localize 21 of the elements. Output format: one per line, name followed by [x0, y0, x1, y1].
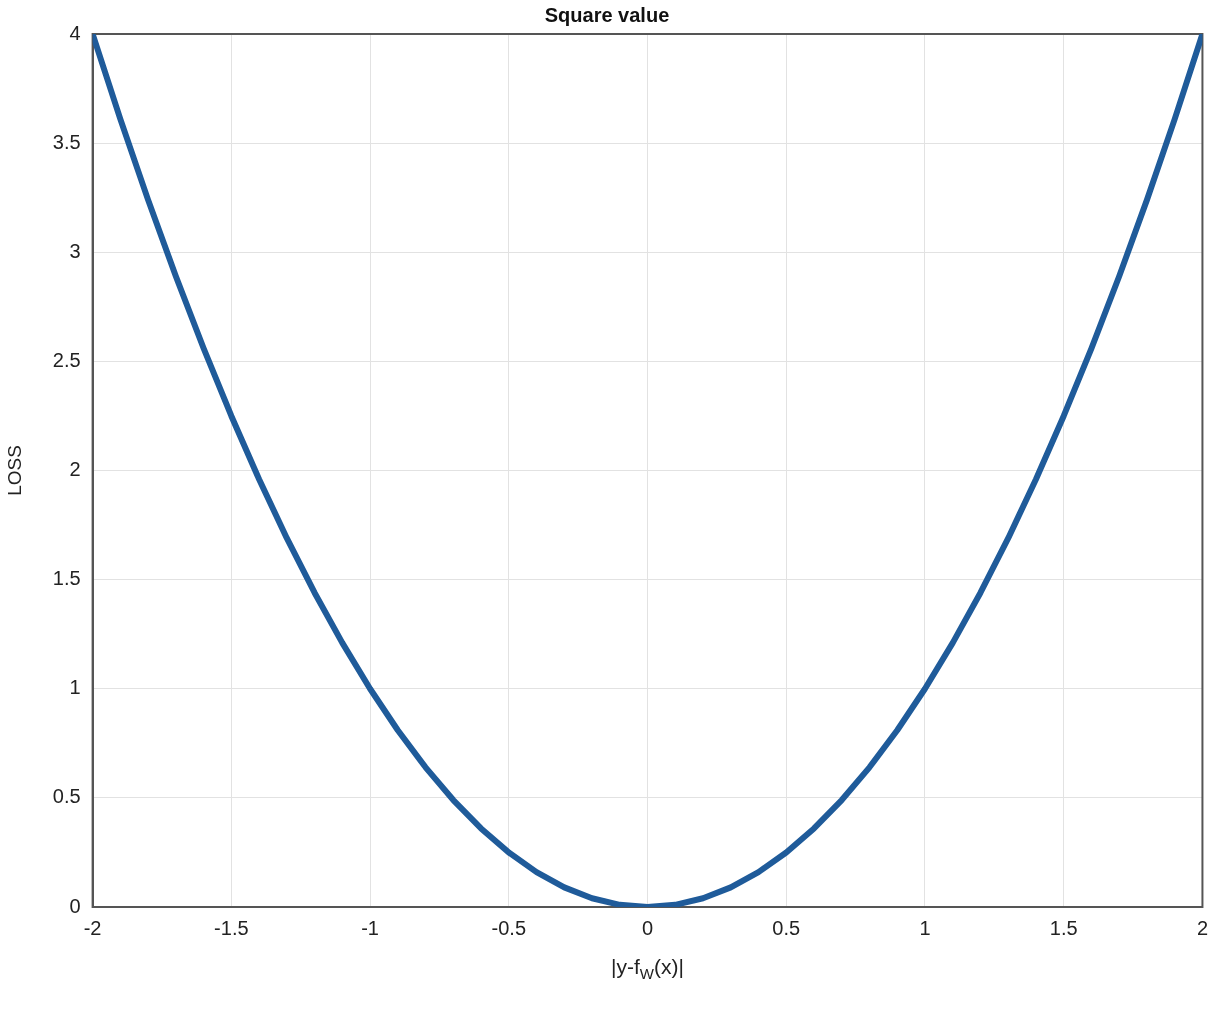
- y-tick-label: 2: [69, 458, 81, 481]
- y-tick-label: 1: [69, 676, 81, 699]
- y-tick-label: 4: [69, 21, 81, 44]
- x-axis-title: |y-f$_{W}$(x)|: [611, 955, 684, 983]
- x-tick-label: -1: [361, 916, 379, 939]
- y-tick-label: 0: [69, 894, 81, 917]
- x-tick-label: -0.5: [491, 916, 527, 939]
- x-tick-label: -1.5: [214, 916, 249, 939]
- x-tick-label: 0: [641, 916, 654, 939]
- x-tick-label: 1.5: [1049, 916, 1078, 939]
- x-tick-label: 0.5: [772, 916, 801, 939]
- x-tick-label: 2: [1196, 916, 1208, 939]
- y-axis-title: LOSS: [3, 445, 25, 496]
- y-tick-label: 1.5: [52, 567, 81, 590]
- x-tick-label: 1: [919, 916, 931, 939]
- x-tick-label: -2: [83, 916, 102, 939]
- y-tick-label: 2.5: [52, 348, 81, 371]
- y-tick-label: 0.5: [52, 785, 81, 808]
- y-tick-label: 3.5: [52, 130, 81, 153]
- chart-title: Square value: [544, 3, 670, 26]
- y-tick-label: 3: [69, 239, 81, 262]
